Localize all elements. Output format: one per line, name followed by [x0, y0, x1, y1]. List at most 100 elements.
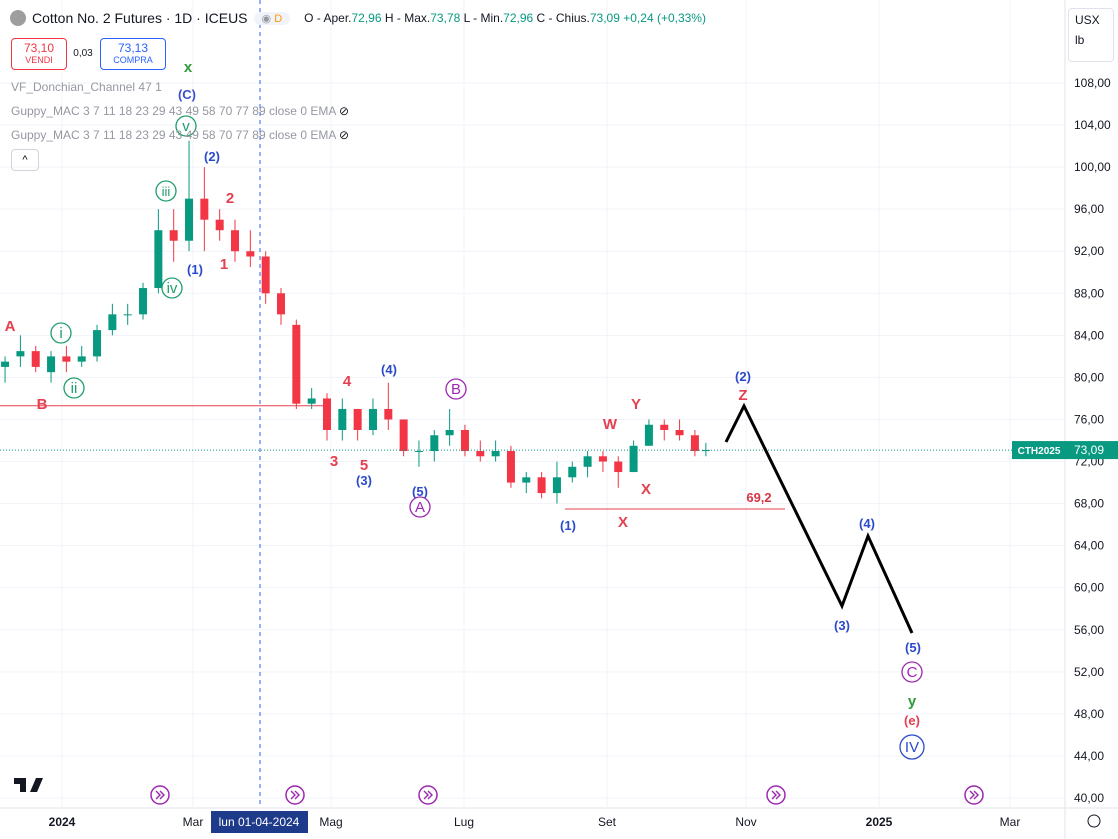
wave-label: (e): [904, 713, 920, 728]
hide-icon[interactable]: ⊘: [339, 128, 350, 142]
y-tick-label: 92,00: [1074, 244, 1104, 258]
indicator[interactable]: VF_Donchian_Channel 47 1: [11, 80, 162, 94]
y-tick-label: 48,00: [1074, 707, 1104, 721]
candle: [16, 335, 25, 367]
wave-circle: [155, 180, 177, 202]
candle: [583, 451, 592, 478]
last-price: 73,09: [1074, 443, 1104, 457]
currency: USX: [1075, 13, 1100, 27]
candle: [552, 461, 561, 504]
ohlc-label: L - Min.: [463, 11, 504, 25]
candle: [169, 209, 178, 262]
wave-label: (3): [834, 618, 850, 633]
candle-body: [491, 451, 500, 457]
wave-circle: [901, 661, 923, 683]
candle-body: [583, 456, 592, 467]
ohlc-value: 73,09: [589, 11, 620, 25]
wave-label: X: [641, 481, 651, 498]
wave-label: B: [37, 396, 48, 413]
candle: [62, 345, 71, 373]
candle-body: [77, 356, 86, 362]
candle: [139, 282, 148, 320]
wave-label: x: [184, 59, 193, 76]
wave-label: 1: [220, 256, 228, 273]
event-icon-glyph: [771, 790, 781, 800]
candle-body: [414, 451, 423, 453]
y-tick-label: 56,00: [1074, 623, 1104, 637]
symbol[interactable]: Cotton No. 2 Futures · 1D · ICEUS: [32, 10, 248, 26]
wave-label: Z: [738, 387, 747, 404]
candle-body: [261, 256, 270, 294]
wave-label: 69,2: [746, 490, 771, 505]
unit-selector[interactable]: USX lb: [1068, 8, 1114, 62]
last-price-bg: [1066, 441, 1118, 460]
candle: [368, 398, 377, 436]
wave-circle: [445, 378, 467, 400]
candle: [460, 424, 469, 457]
buy-button[interactable]: 73,13 COMPRA: [100, 38, 166, 70]
candle: [522, 472, 531, 494]
y-tick-label: 88,00: [1074, 286, 1104, 300]
hide-icon[interactable]: ⊘: [339, 104, 350, 118]
candle: [430, 429, 439, 462]
settings-icon[interactable]: [1087, 814, 1101, 828]
wave-label: C: [907, 664, 918, 681]
unit: lb: [1075, 33, 1085, 47]
candle: [629, 440, 638, 473]
collapse-button[interactable]: ^: [11, 149, 39, 171]
candle-body: [200, 198, 209, 220]
candle-body: [399, 419, 408, 452]
candle: [77, 345, 86, 367]
ohlc: O - Aper.72,96 H - Max.73,78 L - Min.72,…: [304, 11, 706, 25]
candle: [108, 303, 117, 336]
logo: [14, 778, 43, 792]
candle: [568, 461, 577, 483]
indicator[interactable]: Guppy_MAC 3 7 11 18 23 29 43 49 58 70 77…: [11, 128, 349, 142]
event-icon-glyph: [969, 790, 979, 800]
wave-circle: [50, 322, 72, 344]
wave-circle: [161, 277, 183, 299]
candle: [292, 319, 301, 409]
x-tick-label: Mar: [1000, 815, 1021, 829]
candle-body: [154, 230, 163, 289]
wave-label: iv: [167, 280, 178, 297]
wave-label: B: [451, 381, 461, 398]
wave-label: 5: [360, 457, 368, 474]
y-tick-label: 84,00: [1074, 328, 1104, 342]
candle: [261, 251, 270, 304]
y-tick-label: 44,00: [1074, 749, 1104, 763]
candle-body: [552, 477, 561, 494]
candle: [31, 345, 40, 373]
x-tick-label: 2024: [49, 815, 76, 829]
candle-body: [215, 219, 224, 231]
candle-body: [246, 251, 255, 257]
candle: [338, 398, 347, 441]
candle: [47, 351, 56, 383]
candle-body: [430, 435, 439, 452]
wave-label: Y: [631, 396, 641, 413]
ohlc-label: O - Aper.: [304, 11, 352, 25]
candle-body: [445, 429, 454, 436]
candle: [246, 230, 255, 268]
candle-body: [368, 408, 377, 430]
indicator[interactable]: Guppy_MAC 3 7 11 18 23 29 43 49 58 70 77…: [11, 104, 349, 118]
ohlc-label: C - Chius.: [536, 11, 590, 25]
candle-body: [506, 451, 515, 483]
candle-body: [629, 445, 638, 473]
wave-label: 3: [330, 453, 338, 470]
candle: [445, 408, 454, 446]
y-tick-label: 68,00: [1074, 497, 1104, 511]
candle-body: [139, 288, 148, 315]
candle-body: [16, 351, 25, 357]
candle-body: [307, 398, 316, 404]
wave-circle: [899, 734, 925, 760]
sell-button[interactable]: 73,10 VENDI: [11, 38, 67, 70]
wave-label: (2): [204, 149, 220, 164]
wave-label: (3): [356, 473, 372, 488]
crosshair-label-bg: [211, 811, 308, 833]
badge: ◉ D: [253, 11, 291, 25]
event-icon-glyph: [155, 790, 165, 800]
candle-body: [338, 408, 347, 430]
